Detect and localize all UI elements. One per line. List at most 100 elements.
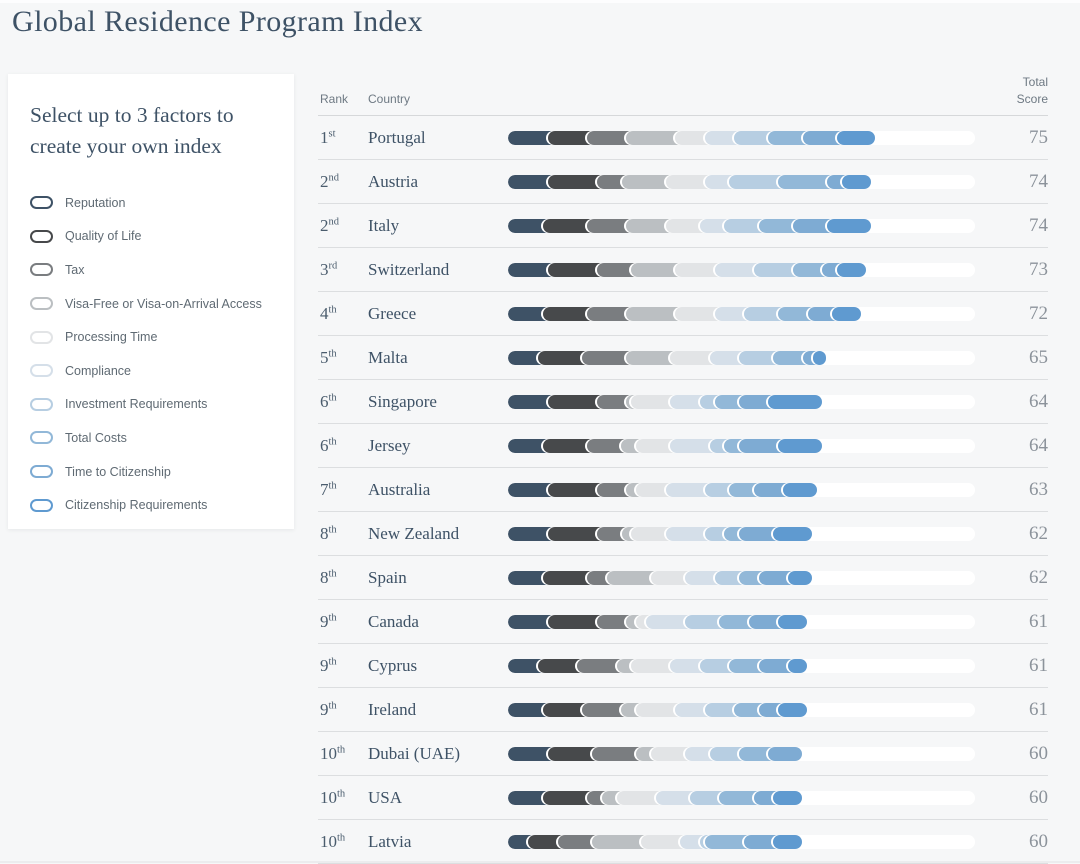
rank-cell: 5th	[320, 348, 368, 368]
total-score-cell: 62	[1029, 566, 1048, 588]
bar-segment-citizenship-requirements	[788, 570, 812, 585]
table-row: 7th Australia 63	[318, 468, 1048, 512]
bar-segment-reputation	[508, 174, 557, 189]
score-bar-track	[508, 218, 975, 233]
bar-segment-processing-time	[641, 834, 690, 849]
bar-segment-processing-time	[636, 482, 675, 497]
bar-segment-total-costs	[719, 614, 758, 629]
factor-item-compliance[interactable]: Compliance	[30, 354, 274, 388]
factor-item-quality-of-life[interactable]: Quality of Life	[30, 220, 274, 254]
total-score-cell: 61	[1029, 654, 1048, 676]
factor-item-total-costs[interactable]: Total Costs	[30, 421, 274, 455]
bar-segment-investment-requirements	[743, 306, 788, 321]
bar-segment-quality-of-life	[548, 174, 606, 189]
bar-segment-investment-requirements	[734, 130, 778, 145]
bar-segment-investment-requirements	[724, 218, 768, 233]
bar-segment-processing-time	[650, 746, 695, 761]
bar-segment-total-costs	[719, 790, 763, 805]
bar-segment-processing-time	[636, 438, 680, 453]
factor-label: Investment Requirements	[65, 397, 208, 412]
toggle-pill-icon[interactable]	[30, 431, 53, 445]
score-bar-track	[508, 834, 975, 849]
bar-segment-citizenship-requirements	[837, 262, 866, 277]
toggle-pill-icon[interactable]	[30, 229, 53, 243]
rank-number: 2	[320, 215, 329, 235]
bar-segment-citizenship-requirements	[812, 350, 827, 365]
toggle-pill-icon[interactable]	[30, 330, 53, 344]
rank-number: 10	[320, 743, 337, 763]
factor-item-investment-requirements[interactable]: Investment Requirements	[30, 388, 274, 422]
toggle-pill-icon[interactable]	[30, 297, 53, 311]
factor-item-time-to-citizenship[interactable]: Time to Citizenship	[30, 455, 274, 489]
bar-segment-reputation	[508, 746, 557, 761]
bar-segment-processing-time	[665, 174, 714, 189]
score-bar-track	[508, 790, 975, 805]
bar-segment-quality-of-life	[543, 218, 597, 233]
rank-ordinal-suffix: th	[328, 479, 337, 491]
rank-number: 5	[320, 347, 329, 367]
rank-ordinal-suffix: th	[328, 699, 337, 711]
bar-segment-citizenship-requirements	[768, 394, 822, 409]
bar-segment-time-to-citizenship	[758, 570, 798, 585]
bar-segment-reputation	[508, 306, 553, 321]
bar-segment-citizenship-requirements	[778, 438, 822, 453]
table-row: 2nd Austria 74	[318, 160, 1048, 204]
score-bar-track	[508, 526, 975, 541]
score-bar-track	[508, 658, 975, 673]
rank-ordinal-suffix: th	[337, 831, 346, 843]
rank-ordinal-suffix: th	[328, 567, 337, 579]
bar-segment-visa-free-or-visa-on-arrival-access	[626, 130, 685, 145]
bar-segment-quality-of-life	[548, 526, 606, 541]
score-bar-track	[508, 174, 975, 189]
bar-segment-reputation	[508, 790, 553, 805]
rank-number: 10	[320, 787, 337, 807]
bar-segment-time-to-citizenship	[739, 394, 778, 409]
toggle-pill-icon[interactable]	[30, 196, 53, 210]
bar-segment-total-costs	[729, 658, 768, 673]
rank-cell: 7th	[320, 480, 368, 500]
factor-item-tax[interactable]: Tax	[30, 253, 274, 287]
table-row: 10th USA 60	[318, 776, 1048, 820]
score-bar-track	[508, 482, 975, 497]
bar-segment-citizenship-requirements	[832, 306, 861, 321]
bar-segment-time-to-citizenship	[748, 614, 788, 629]
rank-ordinal-suffix: nd	[328, 215, 340, 227]
bar-segment-tax	[597, 394, 636, 409]
bar-segment-visa-free-or-visa-on-arrival-access	[592, 834, 651, 849]
total-score-cell: 60	[1029, 742, 1048, 764]
toggle-pill-icon[interactable]	[30, 498, 53, 512]
bar-segment-processing-time	[631, 526, 675, 541]
factor-label: Quality of Life	[65, 229, 142, 244]
rank-number: 4	[320, 303, 329, 323]
bar-segment-quality-of-life	[548, 614, 606, 629]
toggle-pill-icon[interactable]	[30, 364, 53, 378]
score-bar-track	[508, 570, 975, 585]
bar-segment-processing-time	[636, 702, 685, 717]
bar-segment-visa-free-or-visa-on-arrival-access	[606, 570, 660, 585]
factor-item-visa-free-or-visa-on-arrival-access[interactable]: Visa-Free or Visa-on-Arrival Access	[30, 287, 274, 321]
bar-segment-tax	[557, 834, 602, 849]
bar-segment-tax	[597, 482, 636, 497]
bar-segment-quality-of-life	[543, 570, 597, 585]
score-bar-track	[508, 394, 975, 409]
bar-segment-reputation	[508, 702, 553, 717]
rank-ordinal-suffix: th	[328, 435, 337, 447]
rank-cell: 2nd	[320, 172, 368, 192]
bar-segment-citizenship-requirements	[773, 834, 802, 849]
country-header: Country	[368, 92, 411, 106]
rank-cell: 9th	[320, 656, 368, 676]
bar-segment-citizenship-requirements	[841, 174, 871, 189]
factor-item-reputation[interactable]: Reputation	[30, 186, 274, 220]
toggle-pill-icon[interactable]	[30, 465, 53, 479]
table-row: 1st Portugal 75	[318, 116, 1048, 160]
bar-segment-investment-requirements	[690, 790, 729, 805]
toggle-pill-icon[interactable]	[30, 263, 53, 277]
bar-segment-citizenship-requirements	[837, 130, 876, 145]
factor-item-citizenship-requirements[interactable]: Citizenship Requirements	[30, 488, 274, 522]
bar-segment-total-costs	[768, 130, 812, 145]
factor-item-processing-time[interactable]: Processing Time	[30, 320, 274, 354]
bar-segment-total-costs	[773, 350, 812, 365]
bar-segment-quality-of-life	[538, 350, 592, 365]
toggle-pill-icon[interactable]	[30, 397, 53, 411]
